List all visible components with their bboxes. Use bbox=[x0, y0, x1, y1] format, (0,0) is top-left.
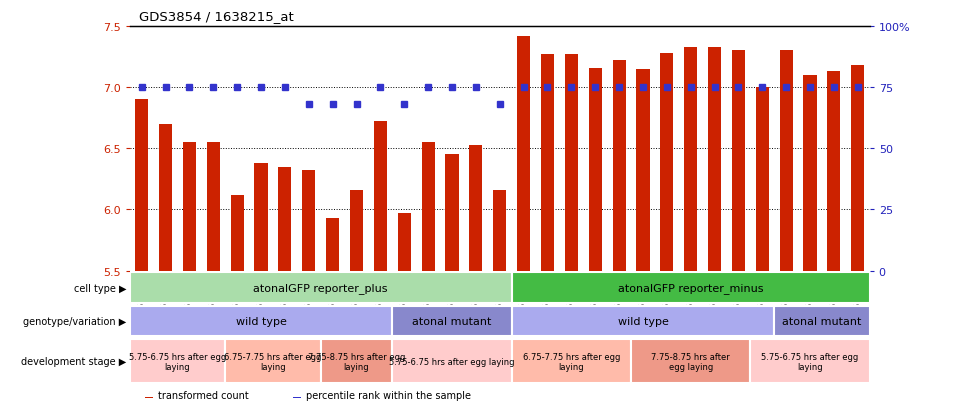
Bar bbox=[255, 164, 267, 271]
Bar bbox=[636, 69, 650, 271]
Bar bbox=[511, 273, 870, 303]
Bar bbox=[631, 339, 751, 384]
Text: 5.75-6.75 hrs after egg
laying: 5.75-6.75 hrs after egg laying bbox=[761, 352, 859, 371]
Bar bbox=[708, 47, 721, 271]
Bar bbox=[493, 190, 506, 271]
Bar bbox=[130, 273, 511, 303]
Bar bbox=[392, 339, 511, 384]
Bar bbox=[392, 306, 511, 337]
Bar bbox=[144, 397, 154, 398]
Bar bbox=[511, 339, 631, 384]
Bar bbox=[136, 100, 148, 271]
Text: development stage ▶: development stage ▶ bbox=[21, 356, 126, 366]
Bar bbox=[422, 143, 434, 271]
Bar bbox=[130, 306, 392, 337]
Bar bbox=[374, 122, 387, 271]
Bar bbox=[445, 155, 458, 271]
Bar bbox=[292, 397, 302, 398]
Text: GDS3854 / 1638215_at: GDS3854 / 1638215_at bbox=[139, 10, 294, 23]
Text: atonal mutant: atonal mutant bbox=[412, 316, 492, 327]
Bar bbox=[827, 72, 841, 271]
Text: 6.75-7.75 hrs after egg
laying: 6.75-7.75 hrs after egg laying bbox=[224, 352, 322, 371]
Text: transformed count: transformed count bbox=[158, 390, 249, 401]
Text: wild type: wild type bbox=[618, 316, 669, 327]
Bar bbox=[751, 339, 870, 384]
Bar bbox=[469, 145, 482, 271]
Bar bbox=[302, 171, 315, 271]
Bar bbox=[755, 88, 769, 271]
Text: 6.75-7.75 hrs after egg
laying: 6.75-7.75 hrs after egg laying bbox=[523, 352, 620, 371]
Bar bbox=[183, 143, 196, 271]
Bar bbox=[326, 218, 339, 271]
Bar bbox=[732, 51, 745, 271]
Text: atonal mutant: atonal mutant bbox=[782, 316, 862, 327]
Text: 5.75-6.75 hrs after egg
laying: 5.75-6.75 hrs after egg laying bbox=[129, 352, 226, 371]
Text: genotype/variation ▶: genotype/variation ▶ bbox=[23, 316, 126, 327]
Text: percentile rank within the sample: percentile rank within the sample bbox=[306, 390, 471, 401]
Bar bbox=[159, 125, 172, 271]
Bar bbox=[398, 214, 410, 271]
Bar bbox=[565, 55, 578, 271]
Bar bbox=[130, 339, 225, 384]
Bar bbox=[321, 339, 392, 384]
Text: wild type: wild type bbox=[235, 316, 286, 327]
Bar bbox=[775, 306, 870, 337]
Bar bbox=[541, 55, 554, 271]
Text: 7.75-8.75 hrs after
egg laying: 7.75-8.75 hrs after egg laying bbox=[652, 352, 730, 371]
Text: atonalGFP reporter_plus: atonalGFP reporter_plus bbox=[254, 282, 388, 293]
Bar bbox=[779, 51, 793, 271]
Bar bbox=[660, 54, 674, 271]
Bar bbox=[231, 195, 244, 271]
Text: atonalGFP reporter_minus: atonalGFP reporter_minus bbox=[618, 282, 763, 293]
Bar bbox=[589, 69, 602, 271]
Text: 5.75-6.75 hrs after egg laying: 5.75-6.75 hrs after egg laying bbox=[389, 357, 515, 366]
Bar bbox=[803, 76, 817, 271]
Bar bbox=[517, 37, 530, 271]
Bar bbox=[511, 306, 775, 337]
Bar bbox=[225, 339, 321, 384]
Bar bbox=[612, 61, 626, 271]
Text: 7.75-8.75 hrs after egg
laying: 7.75-8.75 hrs after egg laying bbox=[308, 352, 406, 371]
Text: cell type ▶: cell type ▶ bbox=[74, 283, 126, 293]
Bar bbox=[207, 143, 220, 271]
Bar bbox=[684, 47, 698, 271]
Bar bbox=[350, 190, 363, 271]
Bar bbox=[851, 66, 864, 271]
Bar bbox=[279, 167, 291, 271]
